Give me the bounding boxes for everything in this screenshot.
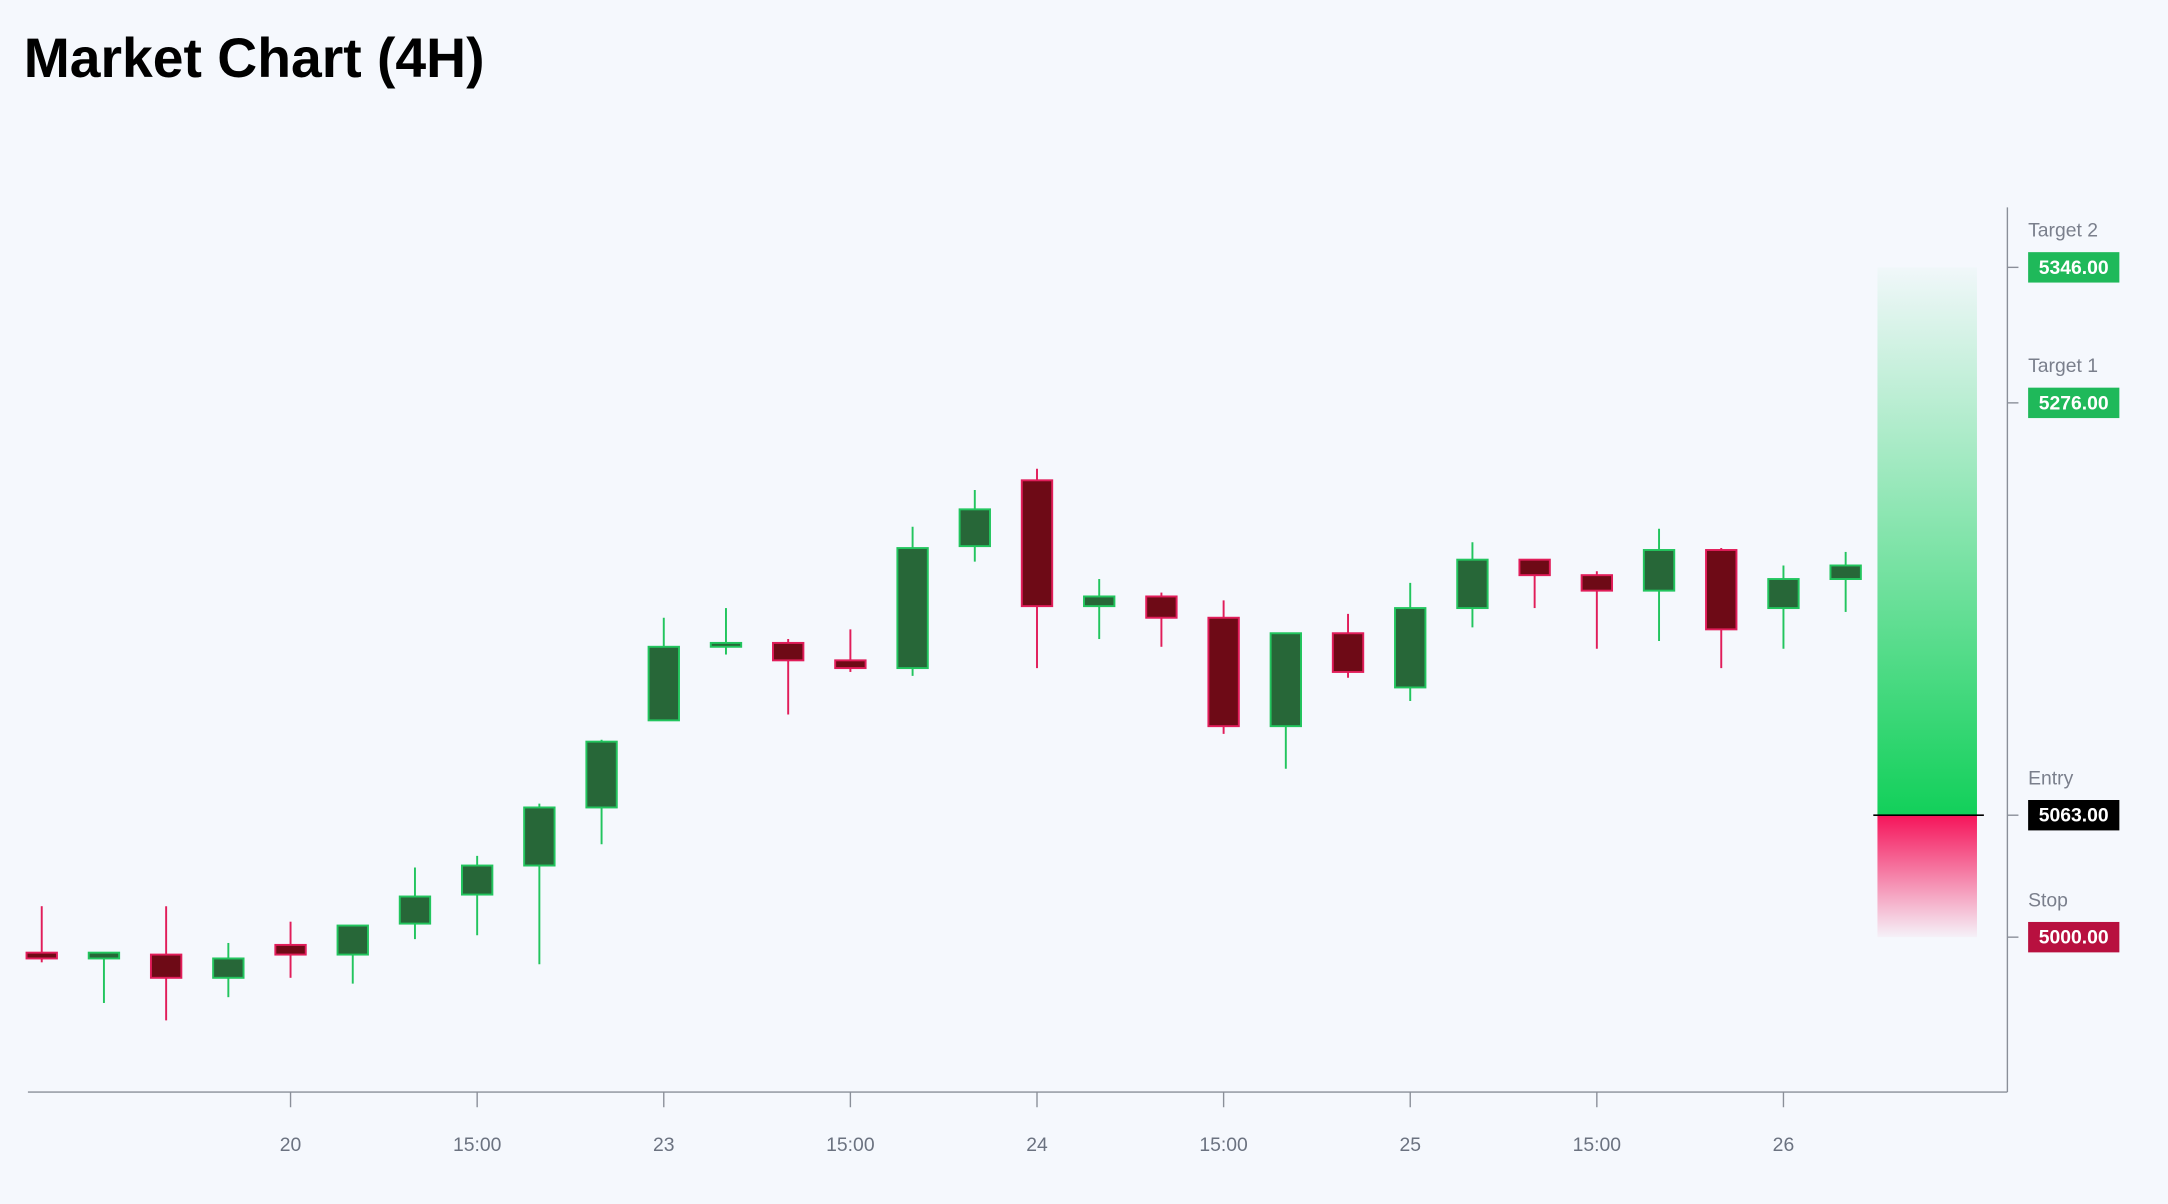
x-tick-label: 15:00 — [453, 1134, 501, 1156]
x-tick-label: 15:00 — [1573, 1134, 1621, 1156]
candle-body — [1020, 479, 1054, 608]
candle-body — [647, 645, 680, 722]
x-tick-label: 20 — [280, 1134, 302, 1156]
level-label: 5346.00 — [2039, 257, 2109, 279]
x-tick-label: 23 — [653, 1134, 675, 1156]
candle-body — [1207, 616, 1240, 728]
candle-body — [1642, 549, 1676, 592]
profit-zone — [1877, 267, 1977, 816]
candle-body — [772, 641, 805, 662]
chart-title: Market Chart (4H) — [24, 27, 485, 89]
candle-body — [212, 957, 245, 979]
level-label-box — [2028, 387, 2120, 419]
candle-body — [274, 943, 307, 956]
candle-body — [1394, 607, 1427, 689]
candle-body — [1331, 632, 1365, 673]
level-label: 5000.00 — [2039, 927, 2109, 949]
level-name: Target 1 — [2028, 355, 2098, 377]
candle-body — [709, 641, 743, 648]
candle-body — [336, 924, 369, 956]
x-tick-label: 24 — [1026, 1134, 1048, 1156]
candle-body — [1083, 595, 1116, 608]
level-label: 5063.00 — [2039, 805, 2109, 827]
candle-body — [398, 895, 432, 925]
candle-body — [834, 659, 867, 670]
level-name: Entry — [2028, 767, 2073, 789]
level-label: 5276.00 — [2039, 392, 2109, 414]
x-tick-label: 25 — [1399, 1134, 1421, 1156]
candle-body — [1767, 578, 1800, 610]
x-tick-label: 26 — [1773, 1134, 1795, 1156]
candle-body — [958, 508, 991, 548]
candle-body — [896, 547, 929, 670]
level-label-box — [2028, 921, 2120, 953]
candle-body — [1829, 564, 1862, 580]
level-label-box — [2028, 799, 2120, 831]
candle-body — [460, 864, 494, 896]
candle-body — [1580, 574, 1614, 592]
level-name: Target 2 — [2028, 220, 2098, 242]
level-label-box — [2028, 252, 2120, 283]
candle-body — [149, 953, 183, 979]
x-tick-label: 15:00 — [826, 1134, 874, 1156]
candle-body — [1145, 595, 1178, 619]
candle-body — [25, 951, 58, 960]
x-tick-label: 15:00 — [1199, 1134, 1247, 1156]
candle-body — [1518, 558, 1551, 577]
candle-body — [523, 806, 556, 867]
candle-body — [87, 951, 121, 960]
loss-zone — [1877, 815, 1977, 938]
candle-body — [1456, 558, 1489, 610]
candle-body — [1705, 549, 1738, 631]
level-name: Stop — [2028, 889, 2068, 911]
candle-body — [1269, 632, 1302, 728]
candle-body — [585, 740, 618, 809]
